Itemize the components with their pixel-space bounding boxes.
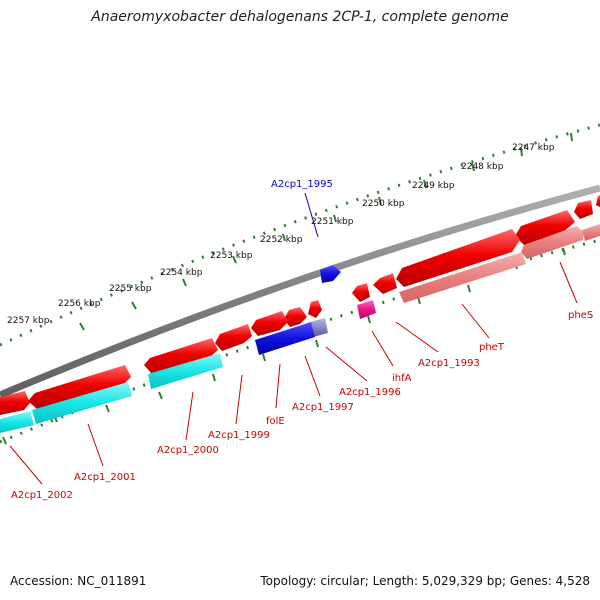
tick-2247 — [570, 132, 573, 142]
gene-label-A2cp1-1993[interactable]: A2cp1_1993 — [418, 358, 480, 369]
inner-tick — [562, 247, 566, 256]
tick-2251 — [378, 196, 382, 206]
inner-tick — [367, 315, 371, 324]
inner-tick — [467, 284, 471, 293]
leader-pheS — [559, 261, 578, 304]
leader-pheT — [461, 303, 490, 339]
scale-label-2255: 2255 kbp — [109, 284, 152, 294]
scale-label-2256: 2256 kbp — [58, 299, 101, 309]
gene-A2cp1-1995-arrow[interactable] — [320, 265, 341, 283]
scale-label-2253: 2253 kbp — [210, 251, 253, 261]
scale-label-2248: 2248 kbp — [461, 162, 504, 172]
scale-label-2252: 2252 kbp — [260, 235, 303, 245]
gene-A2cp1-1999-arrow[interactable] — [215, 324, 252, 351]
gene-ihfA-arrow[interactable] — [373, 273, 397, 294]
gene-pheS-reverse-bar[interactable] — [521, 226, 583, 259]
gene-folE-arrow[interactable] — [251, 311, 288, 336]
map-title: Anaeromyxobacter dehalogenans 2CP-1, com… — [91, 9, 509, 25]
leader-A2cp1-1997 — [304, 355, 321, 397]
genome-backbone — [0, 184, 600, 399]
gene-label-A2cp1-2000[interactable]: A2cp1_2000 — [157, 445, 219, 456]
gene-A2cp1-2001-arrow[interactable] — [28, 365, 131, 409]
tick-2257 — [79, 322, 85, 331]
leader-A2cp1-1995 — [304, 192, 319, 238]
tick-2250 — [423, 179, 427, 189]
gene-label-A2cp1-2001[interactable]: A2cp1_2001 — [74, 472, 136, 483]
inner-tick — [262, 353, 266, 362]
genome-summary-footer: Topology: circular; Length: 5,029,329 bp… — [260, 574, 590, 588]
gene-label-A2cp1-1997[interactable]: A2cp1_1997 — [292, 402, 354, 413]
gene-label-ihfA[interactable]: ihfA — [392, 373, 412, 384]
gene-folE-bar[interactable] — [255, 322, 315, 355]
tick-2256 — [131, 301, 137, 310]
gene-A2cp1-1996-box[interactable] — [310, 318, 328, 337]
scale-label-2251: 2251 kbp — [311, 217, 354, 227]
leader-A2cp1-2001 — [87, 423, 104, 467]
gene-A2cp1-2000-cyan-bar[interactable] — [148, 353, 223, 389]
gene-A2cp1-2002-arrow[interactable] — [0, 391, 30, 415]
gene-A2cp1-1993-arrow[interactable] — [352, 283, 370, 302]
leader-A2cp1-2002 — [9, 445, 43, 485]
accession-footer: Accession: NC_011891 — [10, 574, 147, 588]
inner-tick — [2, 436, 7, 445]
scale-label-2247: 2247 kbp — [512, 143, 555, 153]
tick-2255 — [182, 278, 187, 287]
gene-label-A2cp1-1996[interactable]: A2cp1_1996 — [339, 387, 401, 398]
gene-pheS-reverse-bar[interactable] — [582, 224, 600, 241]
gene-forward-arrow[interactable] — [596, 195, 600, 207]
gene-leader-lines — [9, 192, 578, 485]
gene-forward-arrow[interactable] — [574, 200, 593, 219]
leader-A2cp1-2000 — [185, 391, 194, 441]
leader-folE — [275, 363, 281, 409]
leader-A2cp1-1993 — [395, 321, 439, 353]
tick-2248 — [520, 147, 523, 157]
gene-A2cp1-1996-arrow[interactable] — [308, 300, 322, 318]
gene-A2cp1-2002-cyan-bar[interactable] — [0, 411, 34, 433]
gene-A2cp1-2001-cyan-bar[interactable] — [32, 382, 132, 424]
gene-label-A2cp1-2002[interactable]: A2cp1_2002 — [11, 490, 73, 501]
gene-label-A2cp1-1995[interactable]: A2cp1_1995 — [271, 179, 333, 190]
scale-label-2249: 2249 kbp — [412, 181, 455, 191]
inner-tick — [158, 391, 163, 400]
gene-label-pheS[interactable]: pheS — [568, 310, 593, 321]
gene-A2cp1-1997-arrow[interactable] — [284, 307, 307, 327]
gene-label-pheT[interactable]: pheT — [479, 342, 505, 353]
scale-label-2257: 2257 kbp — [7, 316, 50, 326]
gene-A2cp1-2000-arrow[interactable] — [144, 338, 218, 374]
scale-label-2250: 2250 kbp — [362, 199, 405, 209]
leader-ihfA — [371, 330, 394, 367]
scale-label-2254: 2254 kbp — [160, 268, 203, 278]
gene-pheT-arrow[interactable] — [515, 210, 575, 245]
tick-2254 — [232, 255, 237, 264]
gene-label-A2cp1-1999[interactable]: A2cp1_1999 — [208, 430, 270, 441]
leader-A2cp1-1999 — [235, 374, 243, 425]
inner-tick — [212, 373, 216, 382]
leader-A2cp1-1996 — [325, 346, 368, 382]
gene-label-folE[interactable]: folE — [266, 416, 285, 427]
outer-scale-dotted-line — [0, 123, 600, 347]
tick-2253 — [282, 233, 286, 242]
inner-tick — [315, 339, 319, 348]
tick-2252 — [333, 214, 337, 223]
tick-2249 — [471, 162, 475, 172]
gene-ihfA-box[interactable] — [357, 300, 376, 319]
inner-tick — [105, 404, 110, 413]
gene-pheS-arrow[interactable] — [396, 229, 520, 287]
gene-pheT-reverse-bar[interactable] — [399, 252, 526, 303]
outer-scale-major-ticks — [79, 132, 573, 331]
